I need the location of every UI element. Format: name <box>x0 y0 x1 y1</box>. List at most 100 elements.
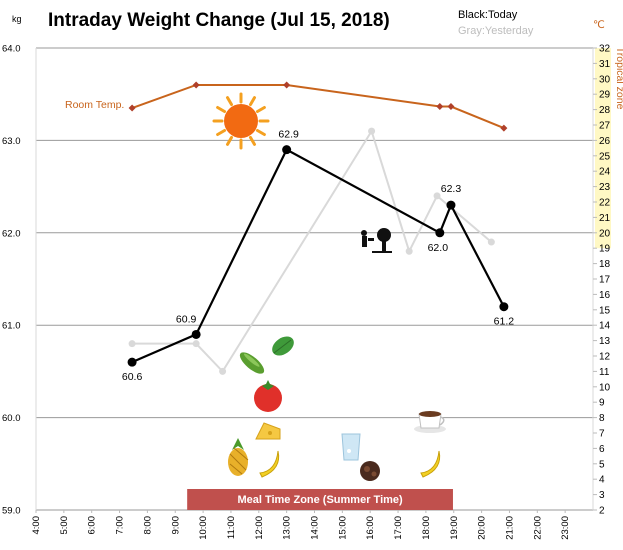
y-tick-label: 62.0 <box>2 228 21 239</box>
tomato-icon <box>254 380 282 412</box>
x-tick-label: 17:00 <box>393 516 404 540</box>
pineapple-icon <box>228 438 249 476</box>
legend-today: Black:Today <box>458 9 518 21</box>
right-tick-label: 27 <box>599 121 611 132</box>
right-tick-label: 16 <box>599 290 611 301</box>
today-data-label: 62.0 <box>428 242 449 254</box>
water-glass-icon <box>341 433 361 461</box>
today-point <box>282 145 292 155</box>
x-tick-label: 4:00 <box>31 516 42 535</box>
right-tick-label: 26 <box>599 136 611 147</box>
x-tick-label: 7:00 <box>115 516 126 535</box>
right-tick-label: 30 <box>599 74 611 85</box>
right-tick-label: 24 <box>599 167 611 178</box>
chart-title: Intraday Weight Change (Jul 15, 2018) <box>48 10 390 31</box>
x-tick-label: 23:00 <box>560 516 571 540</box>
x-tick-label: 8:00 <box>142 516 153 535</box>
today-data-label: 60.9 <box>176 313 197 325</box>
right-tick-label: 17 <box>599 275 611 286</box>
right-tick-label: 18 <box>599 259 611 270</box>
room-temp-point <box>447 103 455 111</box>
room-temp-label: Room Temp. <box>65 99 124 111</box>
x-tick-label: 19:00 <box>449 516 460 540</box>
today-data-label: 60.6 <box>122 371 143 383</box>
coffee-icon <box>414 411 446 433</box>
left-axis-unit: kg <box>12 14 22 24</box>
x-tick-label: 6:00 <box>87 516 98 535</box>
cucumber-icon <box>239 352 265 374</box>
x-tick-label: 16:00 <box>365 516 376 540</box>
x-tick-label: 5:00 <box>59 516 70 535</box>
right-tick-label: 14 <box>599 321 611 332</box>
chocolate-icon <box>360 461 380 481</box>
room-temp-point <box>500 124 508 132</box>
today-point <box>446 200 456 210</box>
banana-icon <box>259 450 280 478</box>
banana-icon <box>420 450 441 478</box>
y-tick-label: 63.0 <box>2 136 21 147</box>
right-tick-label: 21 <box>599 213 611 224</box>
right-tick-label: 22 <box>599 198 611 209</box>
right-tick-label: 28 <box>599 105 611 116</box>
today-data-label: 62.9 <box>278 129 299 141</box>
x-tick-label: 22:00 <box>532 516 543 540</box>
tropical-zone-band <box>595 48 611 249</box>
room-temp-point <box>436 103 444 111</box>
today-data-label: 61.2 <box>494 316 515 328</box>
yesterday-point <box>487 238 495 246</box>
x-tick-label: 10:00 <box>198 516 209 540</box>
yesterday-point <box>368 127 376 135</box>
x-tick-label: 21:00 <box>504 516 515 540</box>
today-point <box>499 302 509 312</box>
yesterday-point <box>219 367 227 375</box>
right-tick-label: 20 <box>599 228 611 239</box>
today-point <box>191 329 201 339</box>
today-line <box>131 148 505 364</box>
right-tick-label: 8 <box>599 413 605 424</box>
sun-icon <box>212 92 270 150</box>
cheese-icon <box>255 422 281 440</box>
right-tick-label: 7 <box>599 429 605 440</box>
right-axis-unit: ℃ <box>593 19 605 31</box>
right-tick-label: 3 <box>599 490 605 501</box>
basil-leaf-icon <box>272 336 294 356</box>
meal-time-zone-bar <box>187 489 453 510</box>
gardening-icon <box>361 228 392 253</box>
right-tick-label: 5 <box>599 459 605 470</box>
y-tick-label: 59.0 <box>2 506 21 517</box>
right-tick-label: 19 <box>599 244 611 255</box>
meal-time-zone-label: Meal Time Zone (Summer Time) <box>237 494 403 506</box>
y-tick-label: 60.0 <box>2 413 21 424</box>
today-data-label: 62.3 <box>441 183 462 195</box>
right-tick-label: 25 <box>599 151 611 162</box>
right-tick-label: 11 <box>599 367 610 378</box>
x-tick-label: 11:00 <box>226 516 237 539</box>
x-tick-label: 20:00 <box>477 516 488 540</box>
room-temp-point <box>192 81 200 89</box>
right-tick-label: 29 <box>599 90 611 101</box>
x-tick-label: 15:00 <box>337 516 348 540</box>
right-tick-label: 4 <box>599 475 605 486</box>
y-tick-label: 64.0 <box>2 44 21 55</box>
right-tick-label: 6 <box>599 444 605 455</box>
x-tick-label: 9:00 <box>170 516 181 535</box>
right-tick-label: 2 <box>599 506 605 517</box>
yesterday-point <box>433 192 441 200</box>
room-temp-point <box>128 104 136 112</box>
x-tick-label: 14:00 <box>310 516 321 540</box>
room-temp-point <box>283 81 291 89</box>
right-tick-label: 13 <box>599 336 611 347</box>
right-tick-label: 12 <box>599 352 611 363</box>
yesterday-point <box>405 247 413 255</box>
right-tick-label: 10 <box>599 382 611 393</box>
x-tick-label: 12:00 <box>254 516 265 540</box>
right-tick-label: 15 <box>599 305 611 316</box>
tropical-zone-label: Tropical zone <box>614 47 623 110</box>
right-tick-label: 32 <box>599 44 611 55</box>
right-tick-label: 9 <box>599 398 605 409</box>
today-point <box>435 228 445 238</box>
yesterday-point <box>192 340 200 348</box>
y-tick-label: 61.0 <box>2 321 21 332</box>
legend-yesterday: Gray:Yesterday <box>458 25 534 37</box>
